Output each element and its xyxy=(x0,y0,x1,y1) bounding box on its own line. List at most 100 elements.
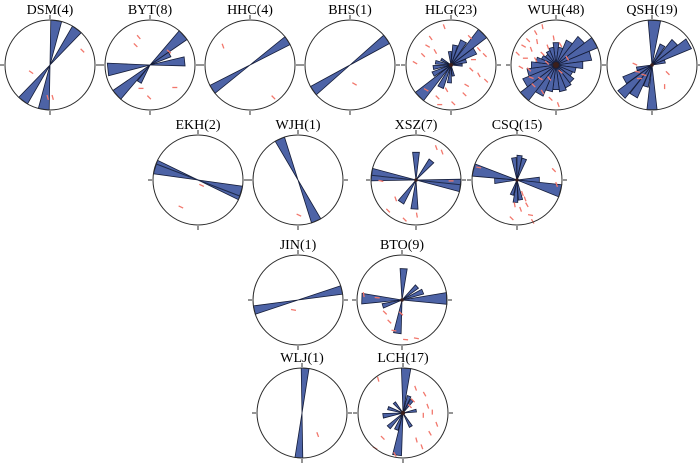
measurement-dash xyxy=(558,42,563,48)
rose-petal xyxy=(249,36,291,66)
measurement-dash xyxy=(422,391,427,397)
measurement-dash xyxy=(464,83,470,88)
rose-petal xyxy=(393,412,404,431)
rose-circle xyxy=(304,19,396,111)
measurement-dash xyxy=(525,202,529,208)
rose-petal xyxy=(431,64,452,77)
measurement-dash xyxy=(425,44,431,48)
rose-petal xyxy=(401,288,425,301)
measurement-dash xyxy=(547,76,552,81)
measurement-dash xyxy=(352,82,357,86)
rose-circle xyxy=(356,254,448,346)
rose-WUH: WUH(48) xyxy=(506,3,606,115)
measurement-dash xyxy=(635,70,641,73)
rose-circle xyxy=(104,19,196,111)
measurement-dash xyxy=(444,87,449,93)
rose-petal xyxy=(297,179,322,224)
rose-circle xyxy=(510,19,602,111)
measurement-dash xyxy=(178,205,184,209)
measurement-dash xyxy=(540,89,545,95)
rose-petal xyxy=(450,63,463,67)
measurement-dash xyxy=(80,48,85,53)
measurement-dash xyxy=(451,101,456,106)
rose-petal xyxy=(106,62,151,77)
measurement-dash xyxy=(434,145,438,151)
station-title: JIN(1) xyxy=(280,238,317,253)
rose-petal xyxy=(437,64,452,90)
measurement-dash xyxy=(296,213,302,217)
measurement-dash xyxy=(166,49,172,54)
rose-circle xyxy=(471,134,563,226)
measurement-dash xyxy=(442,24,446,30)
measurement-dash xyxy=(540,51,545,56)
measurement-dash xyxy=(515,51,520,56)
rose-BTO: BTO(9) xyxy=(352,238,452,350)
measurement-dash xyxy=(555,181,559,188)
measurement-dash xyxy=(527,214,534,217)
rose-petal xyxy=(402,408,417,414)
rose-petal xyxy=(450,64,455,77)
rose-HLG: HLG(23) xyxy=(401,3,501,115)
measurement-dash xyxy=(410,398,416,403)
station-title: HLG(23) xyxy=(425,3,477,18)
measurement-dash xyxy=(525,37,531,43)
measurement-dash xyxy=(414,385,418,391)
rose-petal xyxy=(635,64,653,72)
rose-BHS: BHS(1) xyxy=(300,3,400,115)
rose-petal xyxy=(397,179,417,205)
rose-petal xyxy=(381,299,403,309)
center-dot xyxy=(400,410,406,416)
measurement-dash xyxy=(558,69,563,74)
measurement-dash xyxy=(46,94,49,100)
measurement-dash xyxy=(551,167,557,173)
rose-petal xyxy=(548,46,557,66)
measurement-dash xyxy=(533,57,538,63)
rose-petal xyxy=(361,292,403,305)
measurement-dash xyxy=(51,94,54,100)
rose-petal xyxy=(414,64,452,102)
measurement-dash xyxy=(476,46,482,52)
rose-circle xyxy=(4,19,96,111)
rose-petal xyxy=(252,299,299,315)
station-title: EKH(2) xyxy=(175,118,220,133)
measurement-dash xyxy=(402,217,407,222)
station-title: WUH(48) xyxy=(528,3,585,18)
rose-BYT: BYT(8) xyxy=(100,3,200,115)
rose-circle xyxy=(370,134,462,226)
measurement-dash xyxy=(378,179,384,183)
rose-petal xyxy=(152,159,199,181)
rose-petal xyxy=(434,60,452,66)
measurement-dash xyxy=(391,329,397,332)
measurement-dash xyxy=(520,190,524,197)
center-dot xyxy=(553,62,559,68)
station-title: HHC(4) xyxy=(227,3,273,18)
rose-petal xyxy=(402,412,413,428)
rose-petal xyxy=(309,64,351,96)
rose-petal xyxy=(509,179,518,196)
rose-petal xyxy=(382,412,404,419)
rose-DSM: DSM(4) xyxy=(0,3,100,115)
measurement-dash xyxy=(376,376,380,382)
measurement-dash xyxy=(426,403,430,409)
rose-petal xyxy=(297,285,344,301)
measurement-dash xyxy=(428,35,433,41)
measurement-dash xyxy=(513,202,516,208)
measurement-dash xyxy=(467,34,473,40)
measurement-dash xyxy=(521,44,527,48)
rose-petal xyxy=(622,64,653,85)
measurement-dash xyxy=(412,60,418,65)
center-dot xyxy=(449,63,453,67)
rose-petal xyxy=(392,401,404,414)
mean-strike-line xyxy=(155,163,241,197)
station-title: BTO(9) xyxy=(380,238,424,253)
rose-petal xyxy=(412,151,420,181)
center-dot xyxy=(515,178,519,182)
measurement-dash xyxy=(482,52,488,58)
measurement-dash xyxy=(548,96,553,102)
rose-petal xyxy=(393,299,403,335)
rose-QSH: QSH(19) xyxy=(602,3,700,115)
rose-petal xyxy=(432,64,452,71)
measurement-dash xyxy=(146,95,152,100)
measurement-dash xyxy=(420,52,426,58)
measurement-dash xyxy=(523,196,527,202)
